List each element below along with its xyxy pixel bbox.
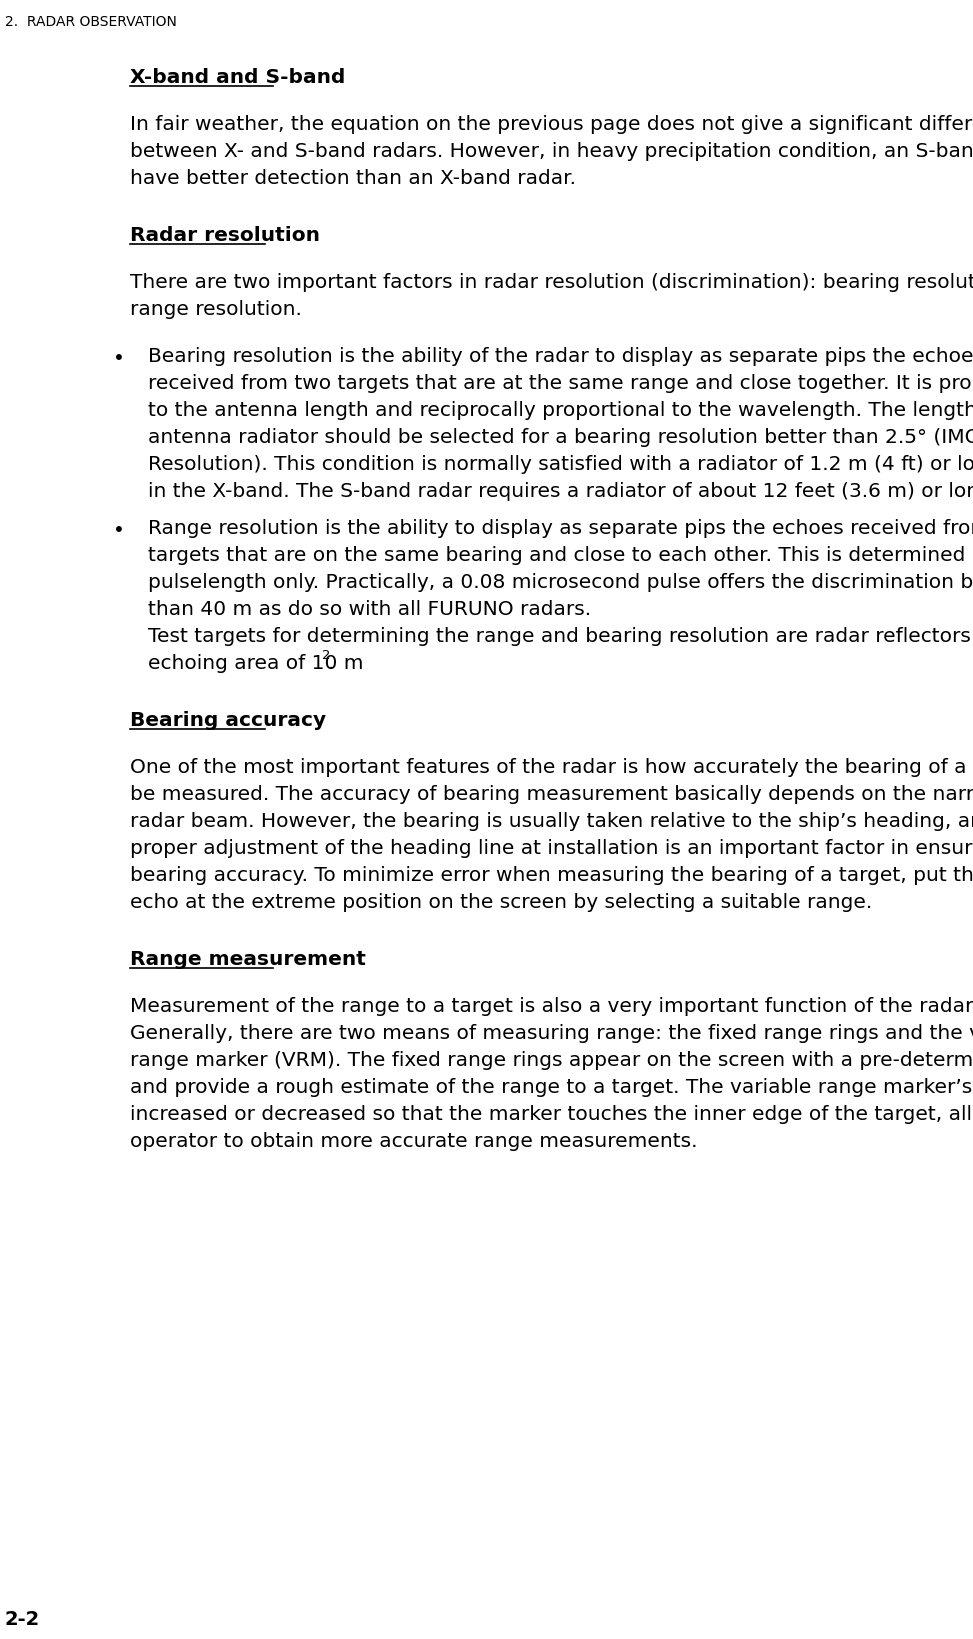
Text: targets that are on the same bearing and close to each other. This is determined: targets that are on the same bearing and…: [148, 546, 973, 565]
Text: Bearing resolution is the ability of the radar to display as separate pips the e: Bearing resolution is the ability of the…: [148, 347, 973, 365]
Text: be measured. The accuracy of bearing measurement basically depends on the narrow: be measured. The accuracy of bearing mea…: [130, 785, 973, 803]
Text: Radar resolution: Radar resolution: [130, 226, 320, 244]
Text: range resolution.: range resolution.: [130, 300, 302, 320]
Text: Measurement of the range to a target is also a very important function of the ra: Measurement of the range to a target is …: [130, 997, 973, 1016]
Text: proper adjustment of the heading line at installation is an important factor in : proper adjustment of the heading line at…: [130, 839, 973, 857]
Text: 2-2: 2-2: [5, 1609, 40, 1628]
Text: operator to obtain more accurate range measurements.: operator to obtain more accurate range m…: [130, 1131, 698, 1151]
Text: Resolution). This condition is normally satisfied with a radiator of 1.2 m (4 ft: Resolution). This condition is normally …: [148, 454, 973, 474]
Text: X-band and S-band: X-band and S-band: [130, 67, 345, 87]
Text: 2.  RADAR OBSERVATION: 2. RADAR OBSERVATION: [5, 15, 177, 30]
Text: •: •: [113, 349, 125, 367]
Text: One of the most important features of the radar is how accurately the bearing of: One of the most important features of th…: [130, 757, 973, 777]
Text: and provide a rough estimate of the range to a target. The variable range marker: and provide a rough estimate of the rang…: [130, 1077, 973, 1096]
Text: In fair weather, the equation on the previous page does not give a significant d: In fair weather, the equation on the pre…: [130, 115, 973, 134]
Text: There are two important factors in radar resolution (discrimination): bearing re: There are two important factors in radar…: [130, 272, 973, 292]
Text: Test targets for determining the range and bearing resolution are radar reflecto: Test targets for determining the range a…: [148, 626, 973, 646]
Text: between X- and S-band radars. However, in heavy precipitation condition, an S-ba: between X- and S-band radars. However, i…: [130, 143, 973, 161]
Text: Range measurement: Range measurement: [130, 949, 366, 969]
Text: antenna radiator should be selected for a bearing resolution better than 2.5° (I: antenna radiator should be selected for …: [148, 428, 973, 447]
Text: echoing area of 10 m: echoing area of 10 m: [148, 654, 364, 672]
Text: have better detection than an X-band radar.: have better detection than an X-band rad…: [130, 169, 576, 188]
Text: pulselength only. Practically, a 0.08 microsecond pulse offers the discriminatio: pulselength only. Practically, a 0.08 mi…: [148, 572, 973, 592]
Text: increased or decreased so that the marker touches the inner edge of the target, : increased or decreased so that the marke…: [130, 1105, 973, 1123]
Text: radar beam. However, the bearing is usually taken relative to the ship’s heading: radar beam. However, the bearing is usua…: [130, 811, 973, 831]
Text: echo at the extreme position on the screen by selecting a suitable range.: echo at the extreme position on the scre…: [130, 893, 872, 911]
Text: bearing accuracy. To minimize error when measuring the bearing of a target, put : bearing accuracy. To minimize error when…: [130, 865, 973, 885]
Text: •: •: [113, 521, 125, 539]
Text: .: .: [328, 654, 334, 672]
Text: to the antenna length and reciprocally proportional to the wavelength. The lengt: to the antenna length and reciprocally p…: [148, 402, 973, 420]
Text: Generally, there are two means of measuring range: the fixed range rings and the: Generally, there are two means of measur…: [130, 1023, 973, 1042]
Text: Range resolution is the ability to display as separate pips the echoes received : Range resolution is the ability to displ…: [148, 518, 973, 538]
Text: range marker (VRM). The fixed range rings appear on the screen with a pre-determ: range marker (VRM). The fixed range ring…: [130, 1051, 973, 1069]
Text: 2: 2: [322, 649, 331, 662]
Text: Bearing accuracy: Bearing accuracy: [130, 711, 326, 729]
Text: received from two targets that are at the same range and close together. It is p: received from two targets that are at th…: [148, 374, 973, 393]
Text: than 40 m as do so with all FURUNO radars.: than 40 m as do so with all FURUNO radar…: [148, 600, 592, 618]
Text: in the X-band. The S-band radar requires a radiator of about 12 feet (3.6 m) or : in the X-band. The S-band radar requires…: [148, 482, 973, 500]
